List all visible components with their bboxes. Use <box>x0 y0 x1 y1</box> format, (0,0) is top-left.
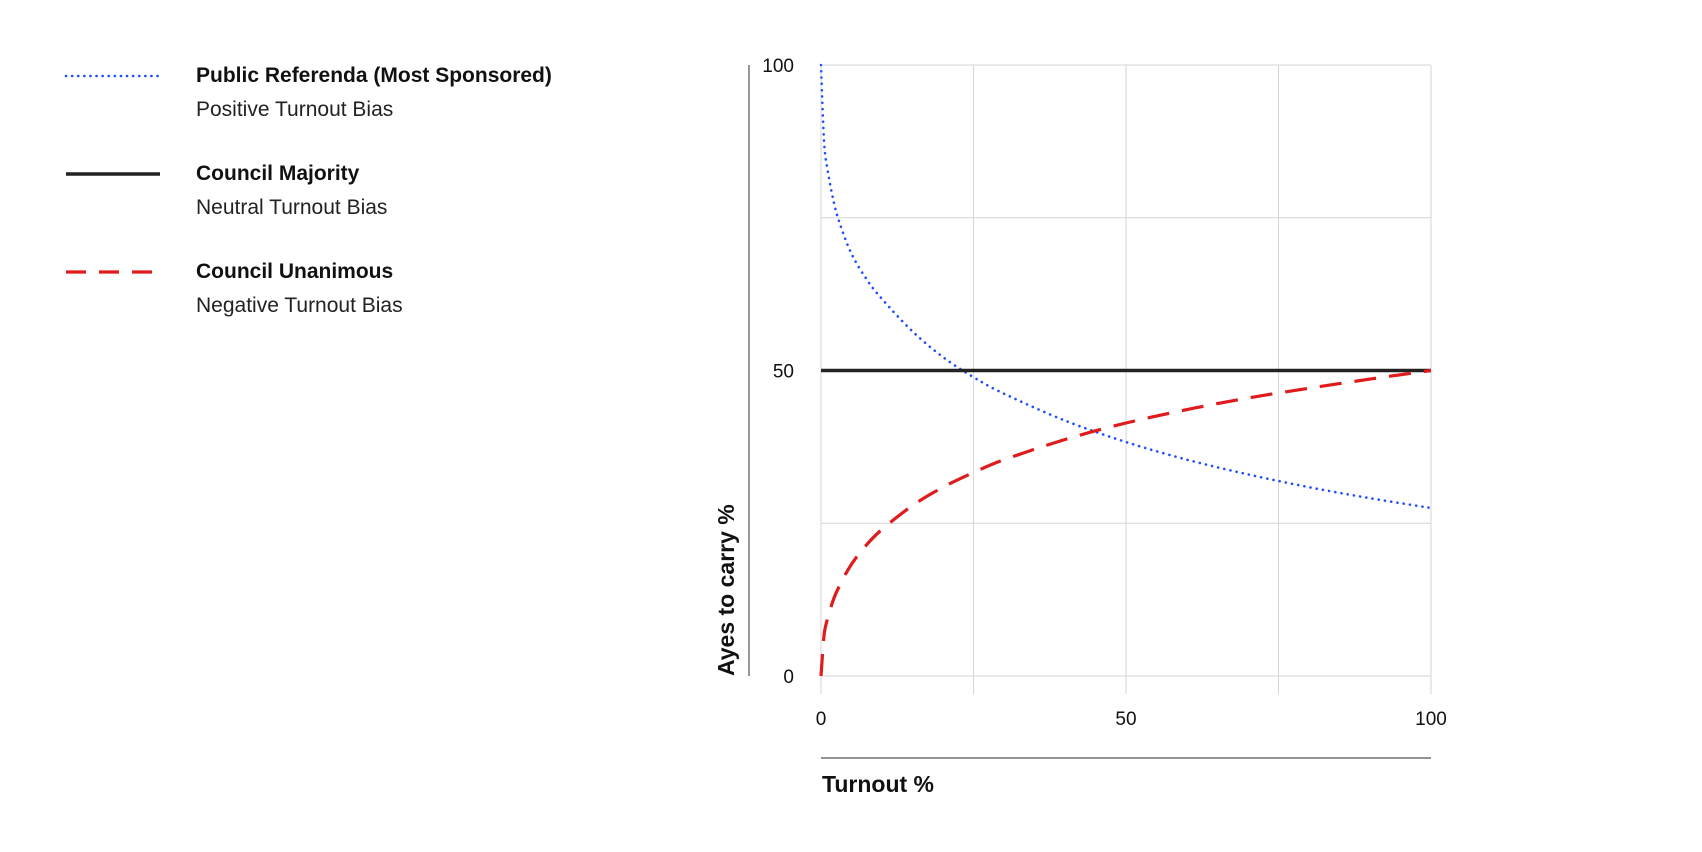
legend: Public Referenda (Most Sponsored) Positi… <box>64 64 552 317</box>
legend-item-majority: Council Majority Neutral Turnout Bias <box>66 162 387 219</box>
tick-labels: 0 50 100 0 50 100 <box>762 56 1447 730</box>
y-tick-label: 100 <box>762 56 794 77</box>
x-axis-label: Turnout % <box>822 771 934 797</box>
series-line-referenda <box>819 63 1433 510</box>
x-tick-label: 0 <box>816 709 827 730</box>
legend-subtitle-majority: Neutral Turnout Bias <box>196 196 387 219</box>
legend-subtitle-unanimous: Negative Turnout Bias <box>196 294 403 317</box>
grid <box>820 64 1432 694</box>
legend-title-majority: Council Majority <box>196 162 360 185</box>
legend-subtitle-referenda: Positive Turnout Bias <box>196 98 393 121</box>
x-tick-label: 50 <box>1115 709 1136 730</box>
x-tick-label: 100 <box>1415 709 1447 730</box>
series-line-unanimous <box>819 368 1432 677</box>
legend-title-referenda: Public Referenda (Most Sponsored) <box>196 64 552 87</box>
series <box>819 63 1433 677</box>
axes: Turnout % Ayes to carry % <box>713 65 1431 797</box>
y-tick-label: 50 <box>773 362 794 383</box>
legend-title-unanimous: Council Unanimous <box>196 260 393 283</box>
y-tick-label: 0 <box>783 667 794 688</box>
y-axis-label: Ayes to carry % <box>713 504 739 676</box>
legend-item-unanimous: Council Unanimous Negative Turnout Bias <box>66 260 403 317</box>
legend-item-referenda: Public Referenda (Most Sponsored) Positi… <box>64 64 552 121</box>
